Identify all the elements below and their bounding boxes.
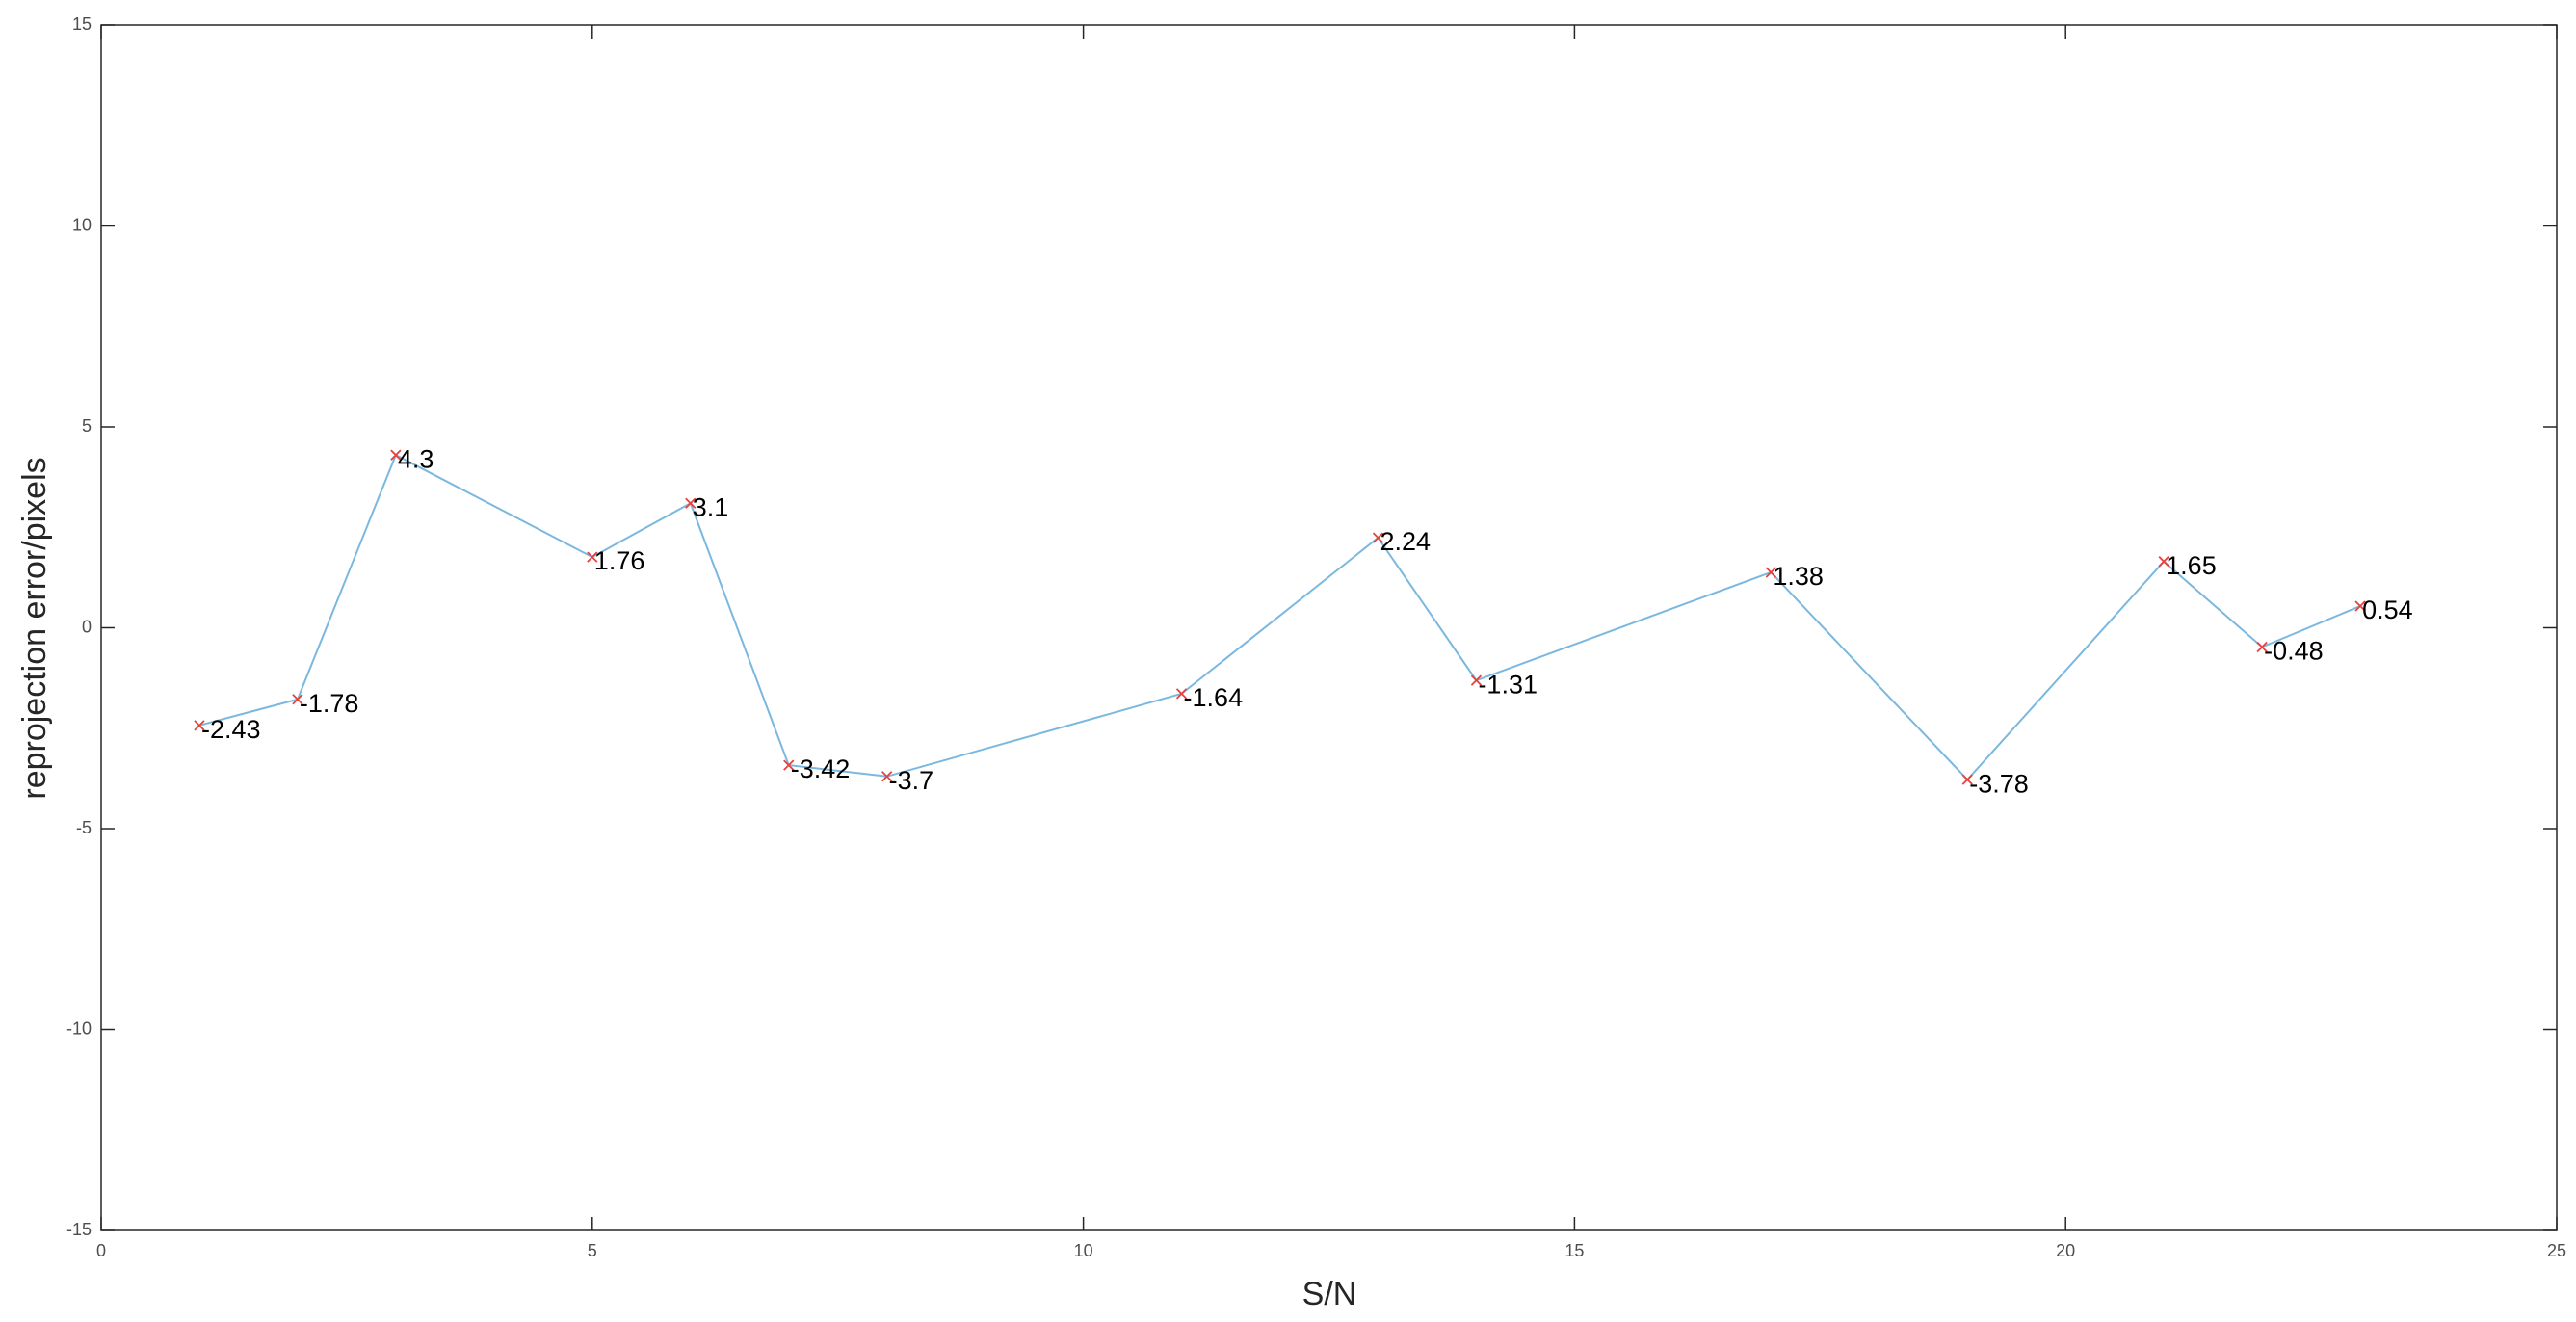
marker (1470, 674, 1483, 686)
marker (2354, 600, 2366, 612)
y-tick-label: 10 (72, 215, 92, 234)
y-tick-label: -15 (66, 1220, 92, 1239)
marker (587, 551, 598, 563)
y-tick-label: 0 (82, 617, 92, 636)
y-axis-label: reprojection error/pixels (16, 457, 53, 799)
x-tick-label: 15 (1564, 1241, 1584, 1260)
data-label: -1.64 (1184, 683, 1244, 712)
marker (2158, 556, 2169, 568)
data-label: 4.3 (398, 444, 434, 473)
data-label: 1.76 (594, 546, 645, 575)
data-label: 1.65 (2166, 551, 2217, 580)
data-label: 0.54 (2362, 595, 2413, 624)
x-axis-label: S/N (1302, 1276, 1357, 1312)
y-tick-label: -10 (66, 1018, 92, 1038)
y-tick-label: -5 (76, 818, 92, 837)
data-label: -1.78 (300, 689, 359, 718)
data-label: -1.31 (1478, 670, 1538, 699)
data-label: -2.43 (201, 715, 261, 744)
marker (1765, 567, 1776, 578)
y-tick-label: 5 (82, 416, 92, 436)
marker (292, 694, 303, 705)
data-label: -3.42 (791, 754, 851, 783)
marker (1961, 774, 1973, 785)
x-tick-label: 10 (1074, 1241, 1093, 1260)
x-tick-label: 0 (96, 1241, 106, 1260)
data-label: -3.78 (1969, 769, 2029, 798)
x-tick-label: 25 (2547, 1241, 2566, 1260)
x-tick-label: 5 (588, 1241, 597, 1260)
data-label: 2.24 (1380, 527, 1431, 556)
x-tick-label: 20 (2056, 1241, 2075, 1260)
marker (390, 449, 402, 461)
marker (194, 720, 205, 731)
marker (1175, 688, 1188, 700)
marker (2256, 641, 2268, 653)
marker (685, 497, 697, 509)
data-label: 1.38 (1773, 562, 1824, 591)
data-label: -0.48 (2264, 637, 2324, 666)
marker (1372, 532, 1384, 543)
marker (881, 771, 893, 782)
data-label: 3.1 (693, 492, 729, 521)
data-label: -3.7 (889, 766, 934, 795)
marker (783, 759, 795, 771)
y-tick-label: 15 (72, 14, 92, 34)
